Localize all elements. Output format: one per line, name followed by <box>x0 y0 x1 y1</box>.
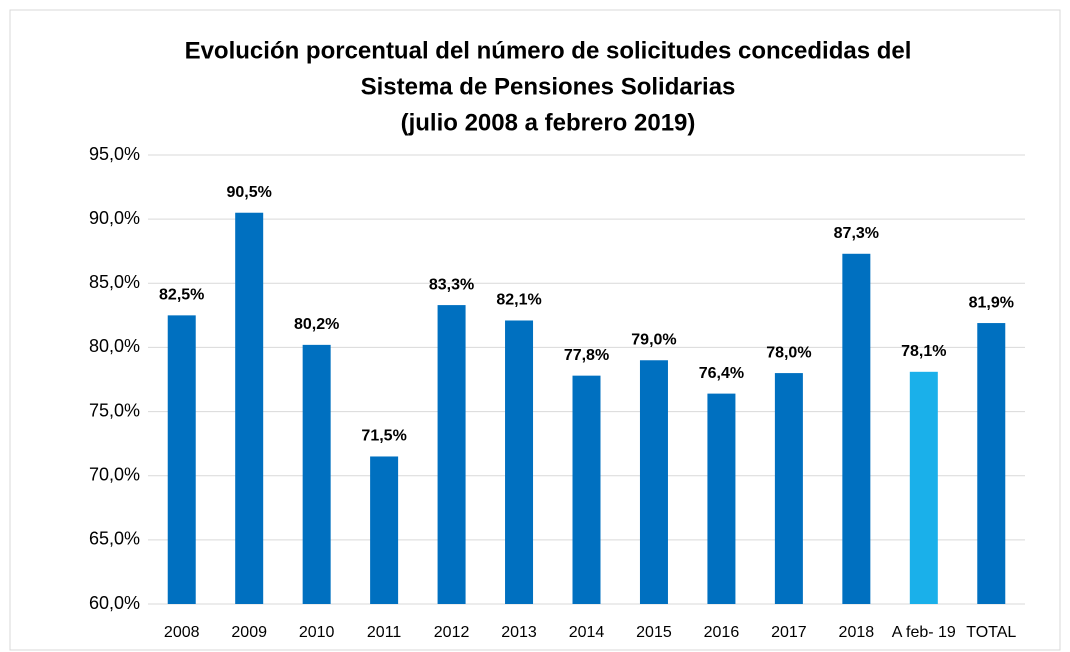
bar <box>235 212 264 604</box>
chart-border <box>9 9 1061 651</box>
chart-title: Evolución porcentual del número de solic… <box>185 37 912 64</box>
y-tick-label: 75,0% <box>89 400 140 420</box>
value-label: 81,9% <box>969 294 1014 311</box>
y-tick-label: 60,0% <box>89 593 140 613</box>
x-tick-label: 2013 <box>501 624 537 641</box>
bar <box>842 253 871 604</box>
value-label: 71,5% <box>361 428 406 445</box>
y-tick-label: 80,0% <box>89 336 140 356</box>
x-tick-label: TOTAL <box>966 624 1016 641</box>
value-label: 77,8% <box>564 347 609 364</box>
y-tick-label: 95,0% <box>89 144 140 164</box>
bar <box>909 371 938 604</box>
value-label: 78,0% <box>766 344 811 361</box>
y-tick-label: 85,0% <box>89 272 140 292</box>
x-tick-label: 2014 <box>569 624 605 641</box>
x-tick-label: 2008 <box>164 624 200 641</box>
x-tick-label: 2015 <box>636 624 672 641</box>
chart-title: Sistema de Pensiones Solidarias <box>361 73 736 100</box>
value-label: 82,1% <box>496 292 541 309</box>
y-tick-label: 70,0% <box>89 464 140 484</box>
bar <box>167 315 196 604</box>
value-label: 80,2% <box>294 316 339 333</box>
value-label: 78,1% <box>901 343 946 360</box>
bar <box>639 360 668 604</box>
x-tick-label: A feb- 19 <box>892 624 956 641</box>
value-label: 83,3% <box>429 276 474 293</box>
bar <box>370 456 399 604</box>
x-tick-label: 2010 <box>299 624 335 641</box>
bar <box>572 375 601 604</box>
value-label: 79,0% <box>631 331 676 348</box>
value-label: 82,5% <box>159 287 204 304</box>
value-label: 76,4% <box>699 365 744 382</box>
y-tick-label: 65,0% <box>89 529 140 549</box>
bar <box>774 373 803 604</box>
bar <box>437 305 466 604</box>
x-tick-label: 2012 <box>434 624 470 641</box>
x-tick-label: 2018 <box>839 624 875 641</box>
chart-title: (julio 2008 a febrero 2019) <box>401 109 696 136</box>
y-tick-label: 90,0% <box>89 208 140 228</box>
bar <box>505 320 534 604</box>
value-label: 87,3% <box>834 225 879 242</box>
x-tick-label: 2009 <box>231 624 267 641</box>
bar <box>977 323 1006 604</box>
value-label: 90,5% <box>227 184 272 201</box>
bar <box>707 393 736 604</box>
x-tick-label: 2017 <box>771 624 807 641</box>
x-tick-label: 2011 <box>367 624 402 641</box>
bar <box>302 344 331 604</box>
x-tick-label: 2016 <box>704 624 740 641</box>
